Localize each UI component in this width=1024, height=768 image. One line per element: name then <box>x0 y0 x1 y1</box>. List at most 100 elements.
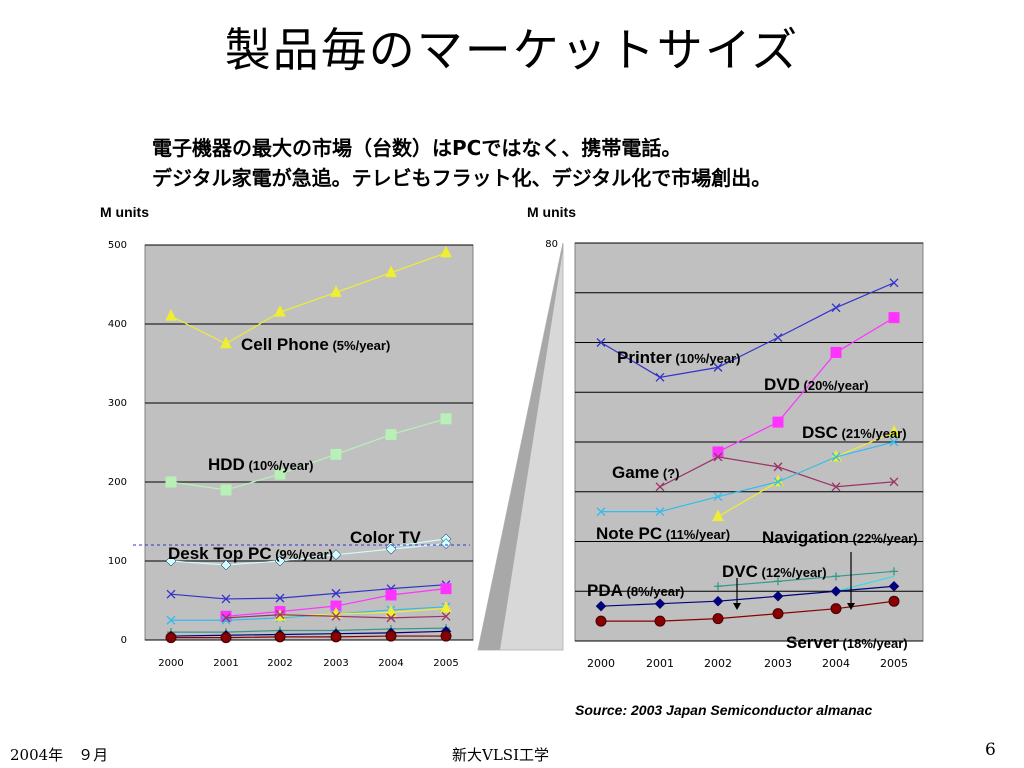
label-game-rate: (?) <box>659 466 679 481</box>
right-data-point-note-pc <box>713 492 723 502</box>
zoom-wedge-shade <box>478 243 563 650</box>
left-data-point-desk-top-pc <box>330 549 342 561</box>
right-series-line-note-pc <box>601 441 895 513</box>
label-dvd: DVD (20%/year) <box>764 375 869 394</box>
left-data-point-4 <box>331 588 341 598</box>
label-dsc: DSC (21%/year) <box>802 423 907 442</box>
left-data-point-cell-phone <box>220 336 232 349</box>
right-y-axis-label: M units <box>527 204 576 220</box>
right-data-point-dsc <box>888 424 900 437</box>
left-data-point-5 <box>440 583 452 595</box>
arrow-dvc-head <box>733 603 741 610</box>
left-data-point-hdd <box>330 448 342 460</box>
right-series-line-pda <box>600 585 895 607</box>
right-data-point-dvc <box>890 567 898 576</box>
left-data-point-hdd <box>220 484 232 496</box>
right-data-point-note-pc <box>889 437 899 447</box>
left-x-tick-label: 2005 <box>433 658 458 669</box>
left-plot-area <box>144 244 474 641</box>
left-data-point-7 <box>385 605 397 617</box>
right-data-point-dvd <box>712 446 724 458</box>
right-data-point-server <box>654 615 666 627</box>
label-note-pc: Note PC (11%/year) <box>596 524 730 543</box>
left-data-point-11 <box>274 631 286 643</box>
right-x-tick-label: 2002 <box>704 657 732 670</box>
left-data-point-hdd <box>440 413 452 425</box>
right-data-point-pda <box>595 600 607 612</box>
footer-org: 新大VLSI工学 <box>452 746 549 764</box>
right-data-point-printer <box>655 372 665 382</box>
left-data-point-hdd <box>385 429 397 441</box>
left-y-tick-label: 0 <box>121 635 127 646</box>
left-x-tick-label: 2000 <box>158 658 183 669</box>
left-data-point-cell-phone <box>165 308 177 321</box>
left-y-tick-label: 400 <box>108 319 127 330</box>
left-x-tick-label: 2001 <box>213 658 238 669</box>
right-data-point-pda <box>830 585 842 597</box>
right-data-point-printer <box>713 362 723 372</box>
right-data-point-pda <box>712 595 724 607</box>
label-server: Server (18%/year) <box>786 633 908 652</box>
left-data-point-cell-phone <box>385 265 397 278</box>
right-data-point-printer <box>773 333 783 342</box>
right-x-tick-label: 2004 <box>822 657 850 670</box>
right-data-point-pda <box>654 598 666 610</box>
left-y-tick-label: 100 <box>108 556 127 567</box>
left-x-tick-label: 2002 <box>267 658 292 669</box>
right-data-point-dvc <box>774 577 782 586</box>
left-data-point-desk-top-pc <box>385 543 397 555</box>
label-hdd-rate: (10%/year) <box>245 458 314 473</box>
right-series-line-dvd <box>717 317 895 453</box>
left-data-point-11 <box>220 632 232 644</box>
left-x-tick-label: 2003 <box>323 658 348 669</box>
left-data-point-4 <box>221 594 231 604</box>
left-data-point-hdd <box>165 476 177 488</box>
left-series-line-cell-phone <box>170 252 447 345</box>
left-data-point-6 <box>166 615 176 625</box>
label-dvc: DVC (12%/year) <box>722 562 827 581</box>
left-data-point-desk-top-pc <box>440 538 452 549</box>
left-series-line-desk-top-pc <box>170 543 447 566</box>
right-data-point-dvc <box>832 572 840 581</box>
left-series-line-9 <box>171 627 447 633</box>
left-data-point-8 <box>275 610 285 620</box>
label-dvd-rate: (20%/year) <box>800 378 869 393</box>
left-series-line-4 <box>170 584 447 600</box>
left-data-point-4 <box>166 589 176 599</box>
right-series-line-navigation <box>835 575 895 592</box>
left-y-tick-label: 500 <box>108 240 127 251</box>
right-data-point-printer <box>596 338 606 347</box>
right-data-point-note-pc <box>773 477 783 487</box>
label-dvc-rate: (12%/year) <box>758 565 827 580</box>
right-data-point-dvc <box>714 582 722 591</box>
right-data-point-game <box>831 482 841 492</box>
left-y-tick-label: 200 <box>108 477 127 488</box>
left-data-point-cell-phone <box>330 285 342 297</box>
left-data-point-5 <box>385 589 397 601</box>
left-data-point-5 <box>220 610 232 622</box>
right-series-line-printer <box>600 282 895 378</box>
right-x-tick-label: 2005 <box>880 657 908 670</box>
right-data-point-server <box>772 608 784 620</box>
charts-canvas: 0 100 200 300 400 500 2000 2001 2002 2003 2004 2005… <box>100 204 924 718</box>
left-data-point-11 <box>440 630 452 642</box>
label-pda: PDA (8%/year) <box>587 581 684 600</box>
subtitle-line-1: 電子機器の最大の市場（台数）はPCではなく、携帯電話。 <box>152 136 682 160</box>
left-data-point-cell-phone <box>274 305 286 317</box>
right-x-tick-label: 2003 <box>764 657 792 670</box>
left-series-line-color-tv <box>390 538 447 548</box>
left-data-point-11 <box>165 632 177 644</box>
label-game: Game (?) <box>612 463 679 482</box>
label-desk-top-pc: Desk Top PC (9%/year) <box>168 544 333 563</box>
left-data-point-4 <box>275 593 285 603</box>
right-data-point-server <box>712 613 724 625</box>
label-navigation-rate: (22%/year) <box>849 531 918 546</box>
right-data-point-game <box>773 462 783 472</box>
left-series-line-hdd <box>170 418 447 491</box>
left-data-point-hdd <box>274 468 286 480</box>
label-printer-rate: (10%/year) <box>672 351 741 366</box>
right-y-tick-label: 80 <box>545 239 558 250</box>
right-data-point-dvd <box>888 312 900 324</box>
right-data-point-server <box>888 595 900 607</box>
label-hdd: HDD (10%/year) <box>208 455 314 474</box>
